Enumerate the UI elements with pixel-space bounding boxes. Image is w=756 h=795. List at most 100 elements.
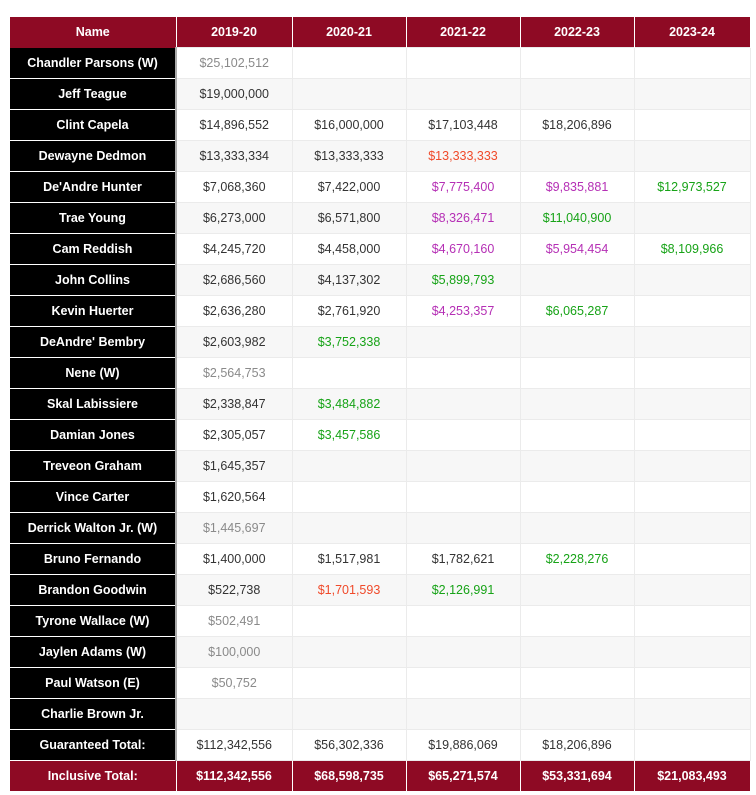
table-row: Clint Capela $14,896,552 $16,000,000 $17,10… bbox=[10, 109, 751, 141]
salary-cell: $25,102,512 bbox=[175, 47, 293, 79]
salary-cell: $502,491 bbox=[175, 605, 293, 637]
salary-cell bbox=[519, 574, 635, 606]
salary-cell bbox=[633, 295, 751, 327]
salary-cell: $8,109,966 bbox=[633, 233, 751, 265]
salary-cell: $6,571,800 bbox=[291, 202, 407, 234]
salary-cell bbox=[291, 512, 407, 544]
player-name: John Collins bbox=[10, 264, 177, 296]
salary-cell bbox=[633, 357, 751, 389]
salary-cell bbox=[519, 47, 635, 79]
player-name: Jaylen Adams (W) bbox=[10, 636, 177, 668]
salary-cell: $2,338,847 bbox=[175, 388, 293, 420]
salary-cell: $1,701,593 bbox=[291, 574, 407, 606]
table-row: John Collins $2,686,560 $4,137,302 $5,899,7… bbox=[10, 264, 751, 296]
salary-cell bbox=[291, 667, 407, 699]
player-name: Trae Young bbox=[10, 202, 177, 234]
salary-cell: $13,333,334 bbox=[175, 140, 293, 172]
salary-cell: $1,620,564 bbox=[175, 481, 293, 513]
salary-cell: $18,206,896 bbox=[519, 109, 635, 141]
salary-cell: $7,422,000 bbox=[291, 171, 407, 203]
salary-cell: $100,000 bbox=[175, 636, 293, 668]
table-row: Tyrone Wallace (W) $502,491 bbox=[10, 605, 751, 637]
salary-cell: $2,564,753 bbox=[175, 357, 293, 389]
salary-cell bbox=[405, 419, 521, 451]
salary-cell bbox=[633, 605, 751, 637]
salary-cell bbox=[519, 78, 635, 110]
table-row: DeAndre' Bembry $2,603,982 $3,752,338 bbox=[10, 326, 751, 358]
table-row: Bruno Fernando $1,400,000 $1,517,981 $1,782… bbox=[10, 543, 751, 575]
salary-cell: $4,253,357 bbox=[405, 295, 521, 327]
column-header-name[interactable]: Name bbox=[10, 17, 177, 48]
player-name: Vince Carter bbox=[10, 481, 177, 513]
table-row: Jeff Teague $19,000,000 bbox=[10, 78, 751, 110]
column-header-2021-22[interactable]: 2021-22 bbox=[406, 17, 521, 48]
player-name: De'Andre Hunter bbox=[10, 171, 177, 203]
table-row: Trae Young $6,273,000 $6,571,800 $8,326,471… bbox=[10, 202, 751, 234]
salary-cell bbox=[519, 481, 635, 513]
table-row: Charlie Brown Jr. bbox=[10, 698, 751, 730]
player-name: Guaranteed Total: bbox=[10, 729, 177, 761]
salary-cell: $4,137,302 bbox=[291, 264, 407, 296]
player-name: Treveon Graham bbox=[10, 450, 177, 482]
inclusive-total-cell: $68,598,735 bbox=[292, 760, 407, 791]
player-name: Jeff Teague bbox=[10, 78, 177, 110]
salary-cell: $12,973,527 bbox=[633, 171, 751, 203]
player-name: DeAndre' Bembry bbox=[10, 326, 177, 358]
salary-cell bbox=[633, 667, 751, 699]
salary-cell bbox=[519, 357, 635, 389]
salary-cell bbox=[405, 667, 521, 699]
table-row: Dewayne Dedmon $13,333,334 $13,333,333 $13,… bbox=[10, 140, 751, 172]
salary-cell bbox=[633, 636, 751, 668]
salary-cell: $14,896,552 bbox=[175, 109, 293, 141]
header-row: Name 2019-20 2020-21 2021-22 2022-23 202… bbox=[10, 17, 751, 48]
salary-cell: $4,670,160 bbox=[405, 233, 521, 265]
table-row: Kevin Huerter $2,636,280 $2,761,920 $4,253,… bbox=[10, 295, 751, 327]
salary-cell bbox=[405, 512, 521, 544]
salary-cell bbox=[291, 605, 407, 637]
salary-cell: $9,835,881 bbox=[519, 171, 635, 203]
table-row: Paul Watson (E) $50,752 bbox=[10, 667, 751, 699]
salary-cell: $7,775,400 bbox=[405, 171, 521, 203]
salary-table: Name 2019-20 2020-21 2021-22 2022-23 202… bbox=[10, 17, 751, 791]
column-header-2022-23[interactable]: 2022-23 bbox=[520, 17, 635, 48]
salary-cell bbox=[291, 450, 407, 482]
salary-cell: $1,445,697 bbox=[175, 512, 293, 544]
inclusive-total-cell: $65,271,574 bbox=[406, 760, 521, 791]
salary-cell: $5,954,454 bbox=[519, 233, 635, 265]
player-name: Paul Watson (E) bbox=[10, 667, 177, 699]
player-name: Skal Labissiere bbox=[10, 388, 177, 420]
table-row: De'Andre Hunter $7,068,360 $7,422,000 $7,77… bbox=[10, 171, 751, 203]
salary-cell bbox=[633, 419, 751, 451]
table-row: Cam Reddish $4,245,720 $4,458,000 $4,670,16… bbox=[10, 233, 751, 265]
salary-cell: $13,333,333 bbox=[291, 140, 407, 172]
column-header-2019-20[interactable]: 2019-20 bbox=[176, 17, 293, 48]
table-row: Derrick Walton Jr. (W) $1,445,697 bbox=[10, 512, 751, 544]
inclusive-total-label: Inclusive Total: bbox=[10, 760, 177, 791]
table-row: Brandon Goodwin $522,738 $1,701,593 $2,126,… bbox=[10, 574, 751, 606]
player-name: Cam Reddish bbox=[10, 233, 177, 265]
table-row: Nene (W) $2,564,753 bbox=[10, 357, 751, 389]
salary-cell: $56,302,336 bbox=[291, 729, 407, 761]
column-header-2023-24[interactable]: 2023-24 bbox=[634, 17, 751, 48]
salary-cell bbox=[519, 698, 635, 730]
table-row: Skal Labissiere $2,338,847 $3,484,882 bbox=[10, 388, 751, 420]
column-header-2020-21[interactable]: 2020-21 bbox=[292, 17, 407, 48]
salary-cell: $18,206,896 bbox=[519, 729, 635, 761]
salary-cell bbox=[519, 264, 635, 296]
salary-cell bbox=[291, 636, 407, 668]
salary-cell bbox=[633, 326, 751, 358]
salary-cell: $19,000,000 bbox=[175, 78, 293, 110]
salary-cell bbox=[405, 326, 521, 358]
salary-cell bbox=[633, 140, 751, 172]
salary-cell bbox=[405, 698, 521, 730]
salary-cell: $5,899,793 bbox=[405, 264, 521, 296]
player-name: Charlie Brown Jr. bbox=[10, 698, 177, 730]
table-body: Chandler Parsons (W) $25,102,512 Jeff Teag… bbox=[10, 47, 751, 791]
salary-cell: $6,273,000 bbox=[175, 202, 293, 234]
salary-cell bbox=[519, 512, 635, 544]
salary-cell bbox=[405, 450, 521, 482]
player-name: Clint Capela bbox=[10, 109, 177, 141]
player-name: Derrick Walton Jr. (W) bbox=[10, 512, 177, 544]
salary-cell: $4,245,720 bbox=[175, 233, 293, 265]
salary-cell bbox=[405, 388, 521, 420]
